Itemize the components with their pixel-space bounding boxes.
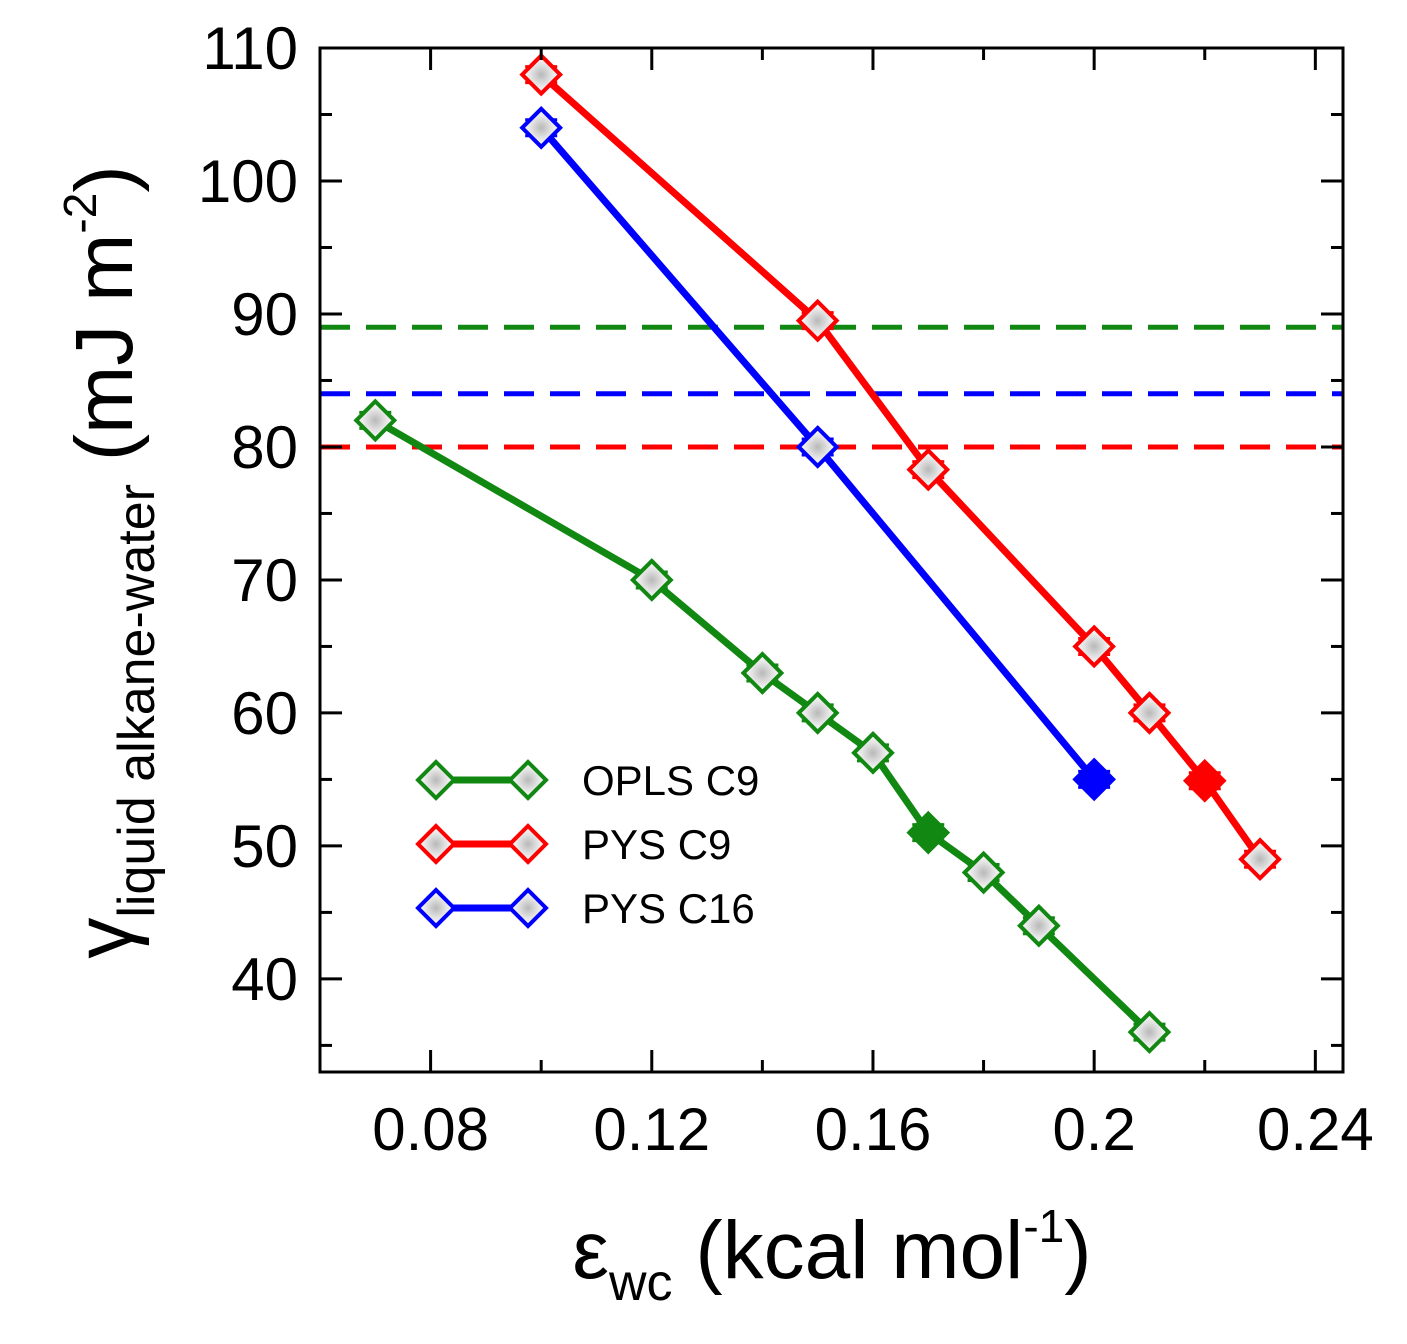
point-pys-c16: [1072, 757, 1116, 802]
y-axis-unit: (mJ m: [59, 234, 150, 484]
legend-item-opls-c9: OPLS C9: [415, 757, 759, 804]
point-opls-c9: [353, 398, 398, 443]
tick-labels: 0.08 0.12 0.16 0.2 0.24 40 50 60 70 80 90 100 110: [198, 15, 1374, 1163]
point-opls-c9: [906, 810, 951, 855]
legend-label: OPLS C9: [582, 757, 759, 804]
x-tick-label: 0.12: [593, 1096, 710, 1163]
point-pys-c9: [1182, 758, 1227, 803]
open-diamond-marker: [1127, 1010, 1172, 1054]
legend-label: PYS C9: [582, 821, 731, 868]
point-pys-c9: [519, 52, 564, 97]
legend-diamond-marker: [415, 823, 457, 865]
open-diamond-marker: [1127, 691, 1172, 735]
legend-diamond-marker: [507, 887, 549, 929]
filled-diamond-marker: [1072, 757, 1116, 802]
open-diamond-marker: [519, 105, 564, 150]
open-diamond-marker: [795, 691, 840, 735]
y-axis-subscript: liquid alkane-water: [108, 484, 166, 918]
legend-diamond-marker: [415, 759, 457, 801]
open-diamond-marker: [1238, 837, 1282, 882]
x-axis-subscript: wc: [608, 1254, 673, 1312]
point-opls-c9: [740, 651, 785, 695]
legend: OPLS C9 PYS C9 PYS C16: [415, 757, 759, 932]
series-line-pys-c9: [538, 71, 1263, 862]
x-tick-label: 0.08: [372, 1096, 489, 1163]
legend-item-pys-c9: PYS C9: [415, 821, 731, 868]
y-axis-title: γliquid alkane-water (mJ m-2): [54, 165, 166, 958]
reference-lines: [320, 324, 1343, 450]
open-diamond-marker: [1017, 903, 1061, 948]
legend-item-pys-c16: PYS C16: [415, 885, 755, 932]
point-opls-c9: [961, 850, 1006, 895]
open-diamond-marker: [851, 731, 895, 775]
filled-diamond-marker: [906, 810, 951, 855]
legend-diamond-marker: [415, 887, 457, 929]
point-pys-c9: [1072, 624, 1116, 669]
x-axis-title: εwc (kcal mol-1): [572, 1200, 1091, 1312]
x-tick-label: 0.16: [815, 1096, 932, 1163]
open-diamond-marker: [795, 298, 840, 343]
point-opls-c9: [1127, 1010, 1172, 1054]
x-tick-label: 0.2: [1052, 1096, 1135, 1163]
open-diamond-marker: [740, 651, 785, 695]
y-tick-label: 100: [198, 148, 298, 215]
open-diamond-marker: [519, 52, 564, 97]
point-pys-c9: [1238, 837, 1282, 882]
series-lines: [373, 71, 1263, 1035]
y-tick-label: 50: [231, 813, 298, 880]
data-markers: [353, 52, 1282, 1054]
point-pys-c9: [1127, 691, 1172, 735]
y-tick-label: 70: [231, 547, 298, 614]
y-tick-label: 80: [231, 414, 298, 481]
point-pys-c9: [906, 447, 951, 492]
y-tick-label: 110: [202, 15, 298, 82]
legend-diamond-marker: [507, 823, 549, 865]
point-opls-c9: [629, 558, 674, 602]
x-tick-label: 0.24: [1257, 1096, 1374, 1163]
open-diamond-marker: [795, 425, 840, 469]
y-tick-label: 60: [231, 680, 298, 747]
point-pys-c16: [519, 105, 564, 150]
filled-diamond-marker: [1182, 758, 1227, 803]
x-axis-unit: (kcal mol: [673, 1205, 1024, 1296]
x-axis-exponent: -1: [1023, 1200, 1064, 1252]
y-axis-exponent: -2: [54, 193, 106, 234]
ticks: [320, 46, 1343, 1072]
point-pys-c9: [795, 298, 840, 343]
open-diamond-marker: [961, 850, 1006, 895]
open-diamond-marker: [629, 558, 674, 602]
x-axis-symbol: ε: [572, 1205, 609, 1296]
plot-frame: [318, 46, 1345, 1074]
open-diamond-marker: [906, 447, 951, 492]
point-opls-c9: [795, 691, 840, 735]
point-pys-c16: [795, 425, 840, 469]
legend-diamond-marker: [507, 759, 549, 801]
y-axis-symbol: γ: [59, 918, 150, 959]
open-diamond-marker: [1072, 624, 1116, 669]
point-opls-c9: [851, 731, 895, 775]
x-axis-unit-close: ): [1064, 1205, 1091, 1296]
legend-label: PYS C16: [582, 885, 755, 932]
point-opls-c9: [1017, 903, 1061, 948]
y-tick-label: 40: [231, 946, 298, 1013]
y-tick-label: 90: [231, 281, 298, 348]
y-axis-unit-close: ): [59, 165, 150, 192]
open-diamond-marker: [353, 398, 398, 443]
